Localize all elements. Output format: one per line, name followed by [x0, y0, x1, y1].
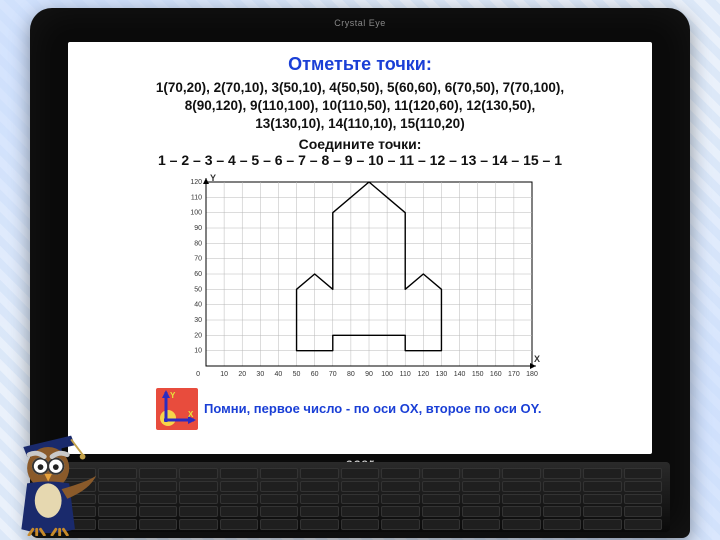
svg-text:0: 0	[196, 371, 200, 378]
coordinate-chart: 1020304050607080901001101201301401501601…	[180, 174, 540, 384]
svg-text:80: 80	[194, 240, 202, 247]
owl-professor-mascot	[4, 426, 100, 536]
svg-text:Y: Y	[210, 174, 216, 183]
points-list: 1(70,20), 2(70,10), 3(50,10), 4(50,50), …	[86, 79, 634, 134]
svg-text:30: 30	[256, 371, 264, 378]
svg-text:150: 150	[472, 371, 484, 378]
points-line: 13(130,10), 14(110,10), 15(110,20)	[86, 115, 634, 133]
svg-text:100: 100	[190, 209, 202, 216]
svg-text:20: 20	[238, 371, 246, 378]
svg-text:10: 10	[220, 371, 228, 378]
webcam-brand-label: Crystal Eye	[334, 18, 386, 28]
hint-row: YX Помни, первое число - по оси OX, втор…	[86, 388, 634, 430]
hint-text: Помни, первое число - по оси OX, второе …	[204, 401, 541, 416]
svg-text:40: 40	[194, 301, 202, 308]
points-line: 8(90,120), 9(110,100), 10(110,50), 11(12…	[86, 97, 634, 115]
connect-sequence: 1 – 2 – 3 – 4 – 5 – 6 – 7 – 8 – 9 – 10 –…	[86, 152, 634, 168]
svg-text:120: 120	[190, 179, 202, 186]
connect-title: Соедините точки:	[86, 136, 634, 152]
svg-text:80: 80	[347, 371, 355, 378]
svg-text:30: 30	[194, 317, 202, 324]
svg-text:40: 40	[275, 371, 283, 378]
svg-text:50: 50	[194, 286, 202, 293]
svg-text:110: 110	[400, 371, 411, 378]
task-title: Отметьте точки:	[86, 54, 634, 75]
svg-text:10: 10	[194, 347, 202, 354]
points-line: 1(70,20), 2(70,10), 3(50,10), 4(50,50), …	[86, 79, 634, 97]
svg-text:110: 110	[191, 194, 202, 201]
svg-text:140: 140	[454, 371, 466, 378]
svg-text:90: 90	[365, 371, 373, 378]
svg-text:170: 170	[508, 371, 520, 378]
svg-text:70: 70	[329, 371, 337, 378]
laptop-screen: Отметьте точки: 1(70,20), 2(70,10), 3(50…	[68, 42, 652, 454]
svg-text:100: 100	[381, 371, 393, 378]
laptop-keyboard	[50, 462, 670, 532]
svg-text:X: X	[188, 410, 194, 419]
svg-text:90: 90	[194, 225, 202, 232]
grid-plot: 1020304050607080901001101201301401501601…	[180, 174, 540, 384]
svg-text:180: 180	[526, 371, 538, 378]
svg-text:60: 60	[194, 271, 202, 278]
svg-text:50: 50	[293, 371, 301, 378]
axis-helper-icon: YX	[156, 388, 198, 430]
svg-text:120: 120	[417, 371, 429, 378]
svg-text:70: 70	[194, 255, 202, 262]
svg-text:130: 130	[436, 371, 448, 378]
svg-text:20: 20	[194, 332, 202, 339]
svg-text:Y: Y	[170, 391, 176, 400]
laptop-frame: Crystal Eye Отметьте точки: 1(70,20), 2(…	[30, 8, 690, 538]
svg-text:160: 160	[490, 371, 502, 378]
svg-text:60: 60	[311, 371, 319, 378]
svg-text:X: X	[534, 354, 540, 364]
